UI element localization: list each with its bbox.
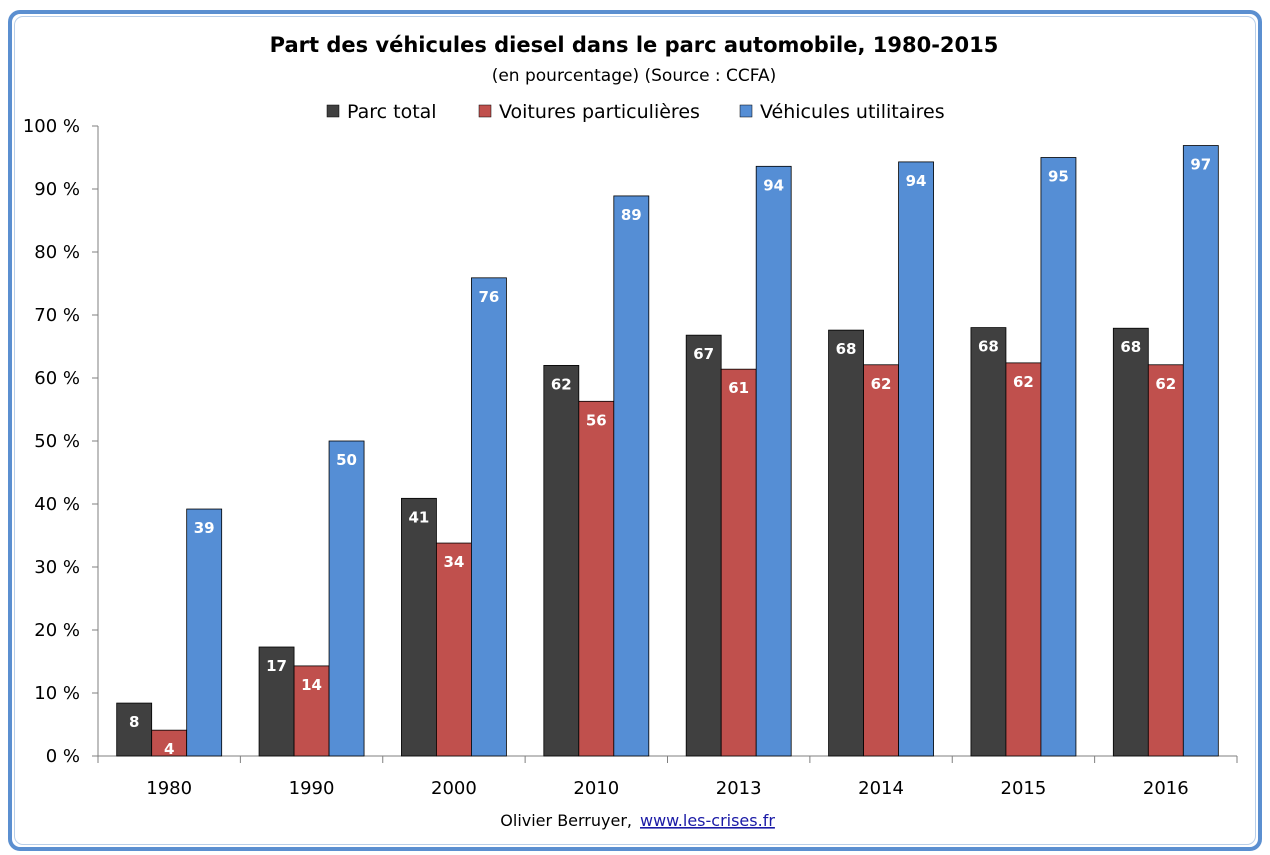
data-label: 68 [978,338,999,356]
data-label: 67 [693,345,714,363]
bar-parc-total-1990 [258,646,295,757]
x-tick-label: 2000 [431,778,477,799]
data-label: 62 [551,375,572,393]
data-label: 41 [409,508,430,526]
x-tick-label: 2016 [1143,778,1189,799]
data-label: 61 [728,379,749,397]
y-axis: 0 % 10 % 20 % 30 % 40 % 50 % 60 % 70 % 80 % 90 % 1… [23,116,99,767]
bar-parc-total-1980 [116,702,153,757]
legend-label: Voitures particulières [499,101,700,123]
bar-voitures-particuli-res-2010 [578,400,615,757]
y-tick-label: 40 % [34,494,80,515]
y-tick-label: 30 % [34,557,80,578]
y-tick-label: 60 % [34,368,80,389]
data-label: 76 [479,288,500,306]
x-tick-label: 1980 [146,778,192,799]
chart-subtitle: (en pourcentage) (Source : CCFA) [492,66,777,86]
bar-parc-total-2016 [1112,327,1149,757]
legend-label: Parc total [347,101,437,123]
data-label: 14 [301,676,322,694]
y-tick-label: 0 % [46,746,80,767]
legend-label: Véhicules utilitaires [760,101,945,123]
y-tick-label: 80 % [34,242,80,263]
data-label: 94 [906,172,927,190]
data-labels: 8 4 39 17 14 50 41 34 76 62 56 89 67 61 94 68 62 94 68 62 95… [129,156,1211,759]
y-tick-label: 50 % [34,431,80,452]
data-label: 94 [763,176,784,194]
data-label: 50 [336,451,357,469]
data-label: 17 [266,657,287,675]
bars [116,145,1219,757]
bar-v-hicules-utilitaires-1980 [186,508,223,757]
data-label: 8 [129,713,139,731]
x-tick-label: 2010 [573,778,619,799]
data-label: 4 [164,740,174,758]
chart-title: Part des véhicules diesel dans le parc a… [270,33,999,57]
credit-link[interactable]: www.les-crises.fr [640,811,775,830]
bar-v-hicules-utilitaires-2013 [755,165,792,757]
data-label: 68 [836,340,857,358]
legend-swatch [326,104,340,118]
bar-parc-total-2000 [401,497,437,757]
bar-parc-total-2015 [970,327,1007,757]
x-tick-label: 2014 [858,778,904,799]
bar-voitures-particuli-res-2015 [1005,362,1042,757]
bar-v-hicules-utilitaires-2016 [1182,145,1219,757]
bar-voitures-particuli-res-2013 [720,368,757,757]
credit-author: Olivier Berruyer, [500,811,632,830]
x-tick-label: 2013 [716,778,762,799]
bar-parc-total-2013 [685,334,722,757]
bar-v-hicules-utilitaires-2014 [898,161,934,757]
data-label: 89 [621,206,642,224]
bar-voitures-particuli-res-2016 [1147,364,1184,757]
data-label: 95 [1048,168,1069,186]
x-tick-label: 2015 [1001,778,1047,799]
bar-voitures-particuli-res-2000 [436,542,472,757]
bar-v-hicules-utilitaires-1990 [328,440,365,757]
bar-parc-total-2010 [543,364,580,757]
data-label: 97 [1190,156,1211,174]
bar-v-hicules-utilitaires-2000 [471,277,507,757]
legend-swatch [478,104,492,118]
bar-v-hicules-utilitaires-2015 [1040,157,1077,757]
data-label: 62 [871,375,892,393]
data-label: 56 [586,411,607,429]
bar-voitures-particuli-res-2014 [863,364,899,757]
data-label: 34 [444,553,465,571]
data-label: 68 [1120,338,1141,356]
bar-voitures-particuli-res-1980 [151,729,188,757]
y-tick-label: 20 % [34,620,80,641]
x-axis: 1980 1990 2000 2010 2013 2014 2015 2016 [97,755,1238,799]
y-tick-label: 100 % [23,116,80,137]
bar-parc-total-2014 [828,329,864,757]
legend: Parc total Voitures particulières Véhicule… [326,101,945,123]
legend-swatch [739,104,753,118]
data-label: 62 [1155,375,1176,393]
x-tick-label: 1990 [289,778,335,799]
bar-voitures-particuli-res-1990 [293,665,330,757]
data-label: 62 [1013,373,1034,391]
data-label: 39 [194,519,215,537]
y-tick-label: 10 % [34,683,80,704]
chart-frame-inner [14,16,1256,845]
y-tick-label: 90 % [34,179,80,200]
y-tick-label: 70 % [34,305,80,326]
bar-v-hicules-utilitaires-2010 [613,195,650,757]
